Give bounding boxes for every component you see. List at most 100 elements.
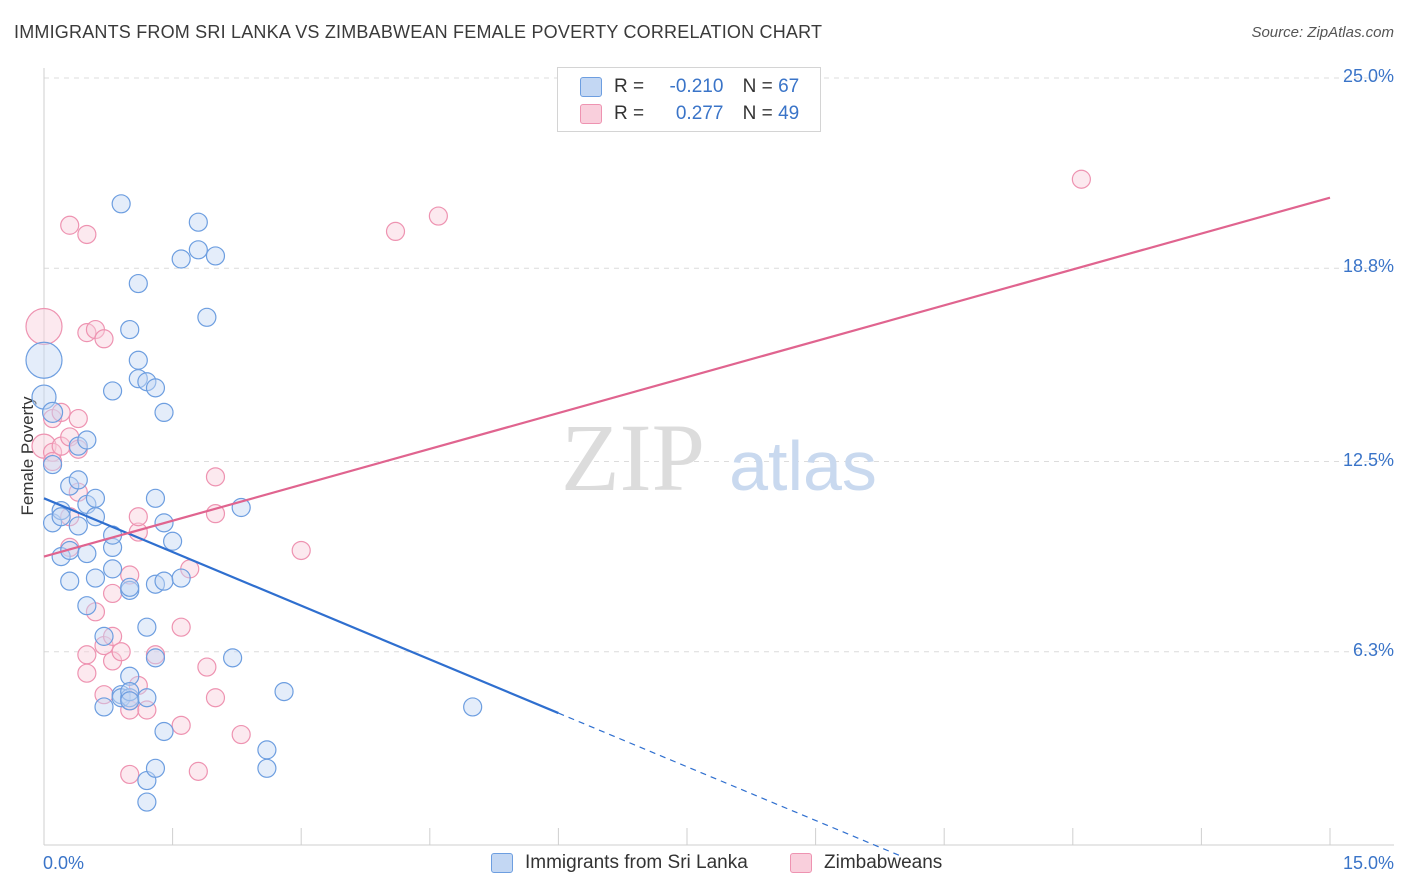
bottom-legend-sri-lanka: Immigrants from Sri Lanka	[491, 852, 748, 874]
legend-n-value-zimbabwe: 49	[778, 103, 800, 124]
chart-title: IMMIGRANTS FROM SRI LANKA VS ZIMBABWEAN …	[14, 22, 823, 42]
sri-lanka-point-19	[85, 568, 106, 588]
sri-lanka-point-39	[128, 350, 148, 370]
sri-lanka-point-48	[145, 378, 166, 398]
grid-lines	[44, 77, 1394, 653]
zimbabwe-point-24	[102, 583, 123, 604]
trend-lines	[43, 196, 1331, 857]
sri-lanka-point-10	[60, 571, 80, 591]
zimbabwe-point-33	[128, 507, 148, 527]
sri-lanka-point-18	[85, 488, 106, 508]
correlation-legend: R = -0.210 N = 67 R = 0.277 N = 49	[557, 67, 821, 132]
sri-lanka-point-3	[42, 454, 63, 475]
sri-lanka-point-24	[102, 559, 123, 579]
sri-lanka-point-56	[171, 568, 191, 588]
sri-lanka-trend-line	[43, 497, 559, 715]
sri-lanka-point-7	[51, 507, 71, 527]
sri-lanka-point-17	[77, 596, 97, 616]
sri-lanka-point-0	[25, 341, 63, 379]
legend-r-value-zimbabwe: 0.277	[675, 103, 724, 124]
legend-r-label: R =	[614, 76, 645, 97]
zimbabwe-point-13	[68, 408, 88, 429]
x-tick-label-max: 15.0%	[1342, 853, 1394, 873]
zimbabwe-point-14	[77, 224, 97, 245]
legend-n-label: N =	[742, 103, 773, 124]
legend-row-sri-lanka: R = -0.210 N = 67	[580, 76, 799, 98]
sri-lanka-point-61	[223, 648, 243, 668]
zimbabwe-point-16	[77, 645, 97, 665]
sri-lanka-point-45	[145, 758, 166, 778]
legend-swatch-pink	[580, 103, 602, 124]
source-credit: Source: ZipAtlas.com	[1251, 24, 1394, 41]
sri-lanka-point-5	[51, 500, 71, 521]
sri-lanka-point-27	[111, 194, 131, 214]
legend-row-zimbabwe: R = 0.277 N = 49	[580, 103, 799, 125]
sri-lanka-point-49	[145, 488, 166, 508]
sri-lanka-point-46	[145, 648, 166, 668]
zimbabwe-point-0	[25, 307, 63, 346]
bottom-legend-swatch-blue	[491, 852, 513, 873]
zimbabwe-point-37	[171, 715, 191, 735]
sri-lanka-point-31	[120, 666, 140, 686]
zimbabwe-point-41	[205, 688, 226, 708]
sri-lanka-point-30	[120, 319, 140, 340]
watermark: ZIP atlas	[561, 404, 877, 511]
sri-lanka-point-21	[94, 626, 114, 646]
y-tick-label-1: 12.5%	[1342, 449, 1394, 470]
zimbabwe-point-39	[188, 761, 208, 781]
zimbabwe-point-36	[171, 617, 191, 637]
sri-lanka-point-60	[205, 246, 226, 266]
sri-lanka-point-40	[137, 617, 157, 637]
sri-lanka-point-43	[137, 688, 157, 708]
zimbabwe-point-26	[111, 642, 131, 662]
zimbabwe-point-40	[197, 657, 217, 677]
zimbabwe-point-44	[231, 724, 251, 745]
zimbabwe-point-22	[94, 329, 114, 349]
zimbabwe-point-29	[120, 764, 140, 785]
sri-lanka-point-59	[197, 307, 217, 327]
bottom-legend-label-sri-lanka: Immigrants from Sri Lanka	[525, 852, 748, 873]
y-tick-label-3: 25.0%	[1342, 66, 1394, 86]
sri-lanka-point-26	[102, 381, 123, 401]
legend-swatch-blue	[580, 76, 602, 97]
sri-lanka-point-35	[120, 691, 140, 711]
bottom-legend-swatch-pink	[790, 852, 812, 873]
sri-lanka-point-63	[257, 758, 277, 778]
legend-n-value-sri-lanka: 67	[778, 76, 800, 97]
sri-lanka-point-13	[68, 516, 88, 536]
zimbabwe-point-42	[205, 467, 226, 487]
watermark-zip: ZIP	[561, 404, 705, 511]
bottom-legend-zimbabwe: Zimbabweans	[790, 852, 942, 874]
sri-lanka-point-64	[257, 740, 277, 760]
sri-lanka-point-42	[137, 792, 157, 812]
sri-lanka-point-51	[154, 402, 174, 423]
zimbabwe-point-47	[428, 206, 448, 226]
sri-lanka-point-52	[154, 571, 174, 591]
sri-lanka-point-53	[154, 721, 174, 742]
zimbabwe-point-6	[60, 215, 80, 235]
zimbabwe-point-45	[291, 540, 311, 561]
zimbabwe-point-48	[1071, 169, 1091, 189]
sri-lanka-point-36	[120, 577, 140, 597]
sri-lanka-point-57	[188, 212, 208, 232]
sri-lanka-trend-extension	[558, 712, 902, 857]
zimbabwe-point-5	[51, 402, 71, 423]
sri-lanka-point-2	[41, 401, 64, 424]
sri-lanka-point-65	[274, 681, 294, 702]
bottom-legend-label-zimbabwe: Zimbabweans	[824, 852, 943, 873]
sri-lanka-points	[25, 194, 483, 812]
sri-lanka-point-58	[188, 240, 208, 260]
legend-n-label: N =	[742, 76, 773, 97]
sri-lanka-point-55	[171, 249, 191, 269]
x-tick-label-min: 0.0%	[43, 853, 85, 873]
y-tick-label-2: 18.8%	[1342, 256, 1394, 277]
sri-lanka-point-54	[163, 531, 183, 551]
watermark-atlas: atlas	[729, 427, 877, 505]
zimbabwe-trend-line	[43, 196, 1331, 558]
sri-lanka-point-66	[463, 697, 483, 717]
legend-r-label: R =	[614, 103, 645, 124]
y-tick-label-0: 6.3%	[1352, 639, 1394, 660]
sri-lanka-point-22	[94, 697, 114, 717]
sri-lanka-point-37	[128, 273, 148, 294]
